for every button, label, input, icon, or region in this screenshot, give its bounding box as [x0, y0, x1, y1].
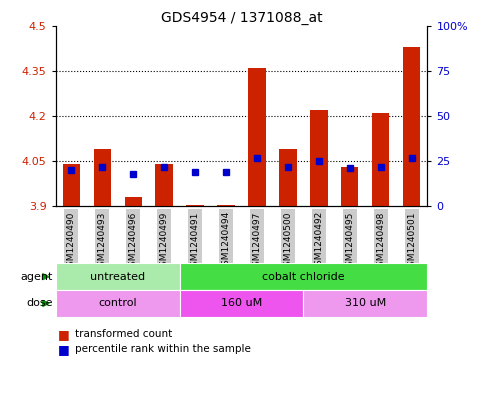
Bar	[62, 164, 80, 206]
Bar	[217, 205, 235, 206]
Text: 310 uM: 310 uM	[345, 298, 386, 309]
Text: ■: ■	[58, 343, 70, 356]
Bar	[186, 205, 203, 206]
Bar	[156, 164, 172, 206]
Bar	[372, 113, 389, 206]
Text: ■: ■	[58, 328, 70, 341]
Text: transformed count: transformed count	[75, 329, 172, 340]
Bar	[341, 167, 358, 206]
Text: 160 uM: 160 uM	[221, 298, 262, 309]
Bar	[125, 197, 142, 206]
Bar	[311, 110, 327, 206]
Bar	[403, 47, 421, 206]
Bar	[94, 149, 111, 206]
Text: untreated: untreated	[90, 272, 145, 282]
Text: cobalt chloride: cobalt chloride	[262, 272, 345, 282]
Text: control: control	[98, 298, 137, 309]
Title: GDS4954 / 1371088_at: GDS4954 / 1371088_at	[161, 11, 322, 24]
Bar	[280, 149, 297, 206]
Bar	[248, 68, 266, 206]
Text: percentile rank within the sample: percentile rank within the sample	[75, 344, 251, 354]
Text: agent: agent	[21, 272, 53, 282]
Text: dose: dose	[27, 298, 53, 309]
